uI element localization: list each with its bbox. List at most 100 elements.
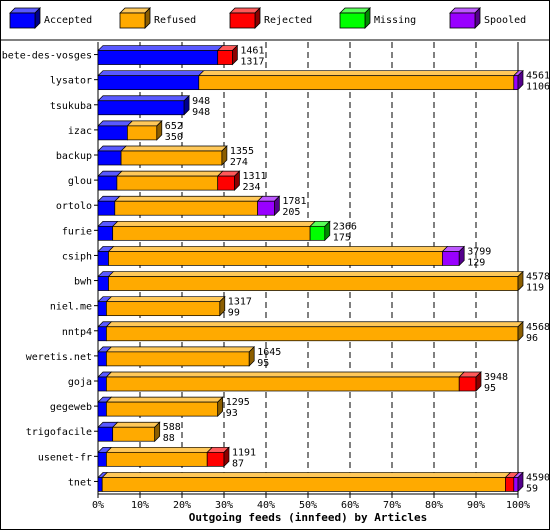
bar-goja-accepted	[97, 376, 107, 392]
accepted-label-usenet-fr: 87	[232, 458, 244, 469]
bar-bete-des-vosges-accepted	[97, 50, 219, 65]
bar-lysator-side	[517, 69, 524, 91]
bar-goja-side	[475, 371, 482, 392]
bar-csiph-spooled	[442, 251, 460, 266]
bar-weretis-net-refused	[106, 351, 250, 367]
category-label-izac: izac	[68, 126, 92, 137]
bar-gegeweb-accepted	[97, 401, 107, 417]
category-label-weretis-net: weretis.net	[26, 352, 92, 363]
bar-csiph-refused	[108, 251, 443, 266]
accepted-label-backup: 274	[230, 157, 248, 168]
bar-tnet-side	[517, 471, 524, 493]
accepted-label-trigofacile: 88	[163, 433, 175, 444]
bar-lysator-accepted	[97, 75, 200, 91]
bar-glou-side	[234, 170, 240, 191]
bar-niel-me-side	[219, 295, 226, 317]
total-label-goja: 3948	[484, 372, 508, 383]
category-label-usenet-fr: usenet-fr	[38, 452, 92, 463]
bar-csiph-side	[458, 245, 465, 267]
bar-lysator-refused-top	[197, 70, 520, 77]
x-tick-label-10: 100%	[506, 500, 530, 511]
bar-ortolo-refused	[114, 200, 258, 216]
x-tick-label-8: 80%	[425, 500, 443, 511]
bar-glou-rejected	[217, 175, 235, 191]
legend-rejected-label: Rejected	[264, 15, 312, 26]
bar-nntp4-refused	[106, 326, 519, 342]
total-label-weretis-net: 1645	[257, 347, 281, 358]
category-label-ortolo: ortolo	[56, 201, 92, 212]
category-label-lysator: lysator	[50, 76, 92, 87]
accepted-label-ortolo: 205	[282, 207, 300, 218]
legend-refused-label: Refused	[154, 15, 196, 26]
accepted-label-izac: 350	[165, 132, 183, 143]
bar-goja-refused	[106, 376, 460, 392]
bar-lysator-accepted-top	[97, 70, 205, 77]
bar-ortolo-spooled	[257, 200, 275, 216]
category-label-gegeweb: gegeweb	[50, 402, 92, 413]
x-tick-label-5: 50%	[299, 500, 317, 511]
bar-backup-side	[221, 145, 228, 166]
bar-nntp4-refused-top	[105, 321, 524, 328]
bar-bwh-refused	[108, 276, 519, 291]
total-label-csiph: 3799	[467, 246, 491, 257]
bar-lysator-refused	[198, 75, 515, 91]
category-label-bwh: bwh	[74, 277, 92, 288]
bar-izac-refused-top	[126, 120, 163, 127]
bar-trigofacile-refused	[112, 426, 156, 442]
total-label-usenet-fr: 1191	[232, 447, 256, 458]
x-tick-label-7: 70%	[383, 500, 401, 511]
category-label-backup: backup	[56, 151, 92, 162]
bar-izac-refused	[127, 125, 158, 141]
bar-furie-accepted	[97, 225, 114, 241]
bar-csiph-accepted	[97, 251, 109, 266]
bar-izac-accepted	[97, 125, 128, 141]
accepted-label-glou: 234	[243, 182, 261, 193]
bar-gegeweb-refused-top	[105, 396, 224, 403]
accepted-label-tsukuba: 948	[192, 107, 210, 118]
bar-csiph-refused-top	[107, 246, 449, 252]
bar-backup-accepted	[97, 150, 122, 166]
bar-niel-me-refused-top	[105, 296, 226, 303]
bar-bete-des-vosges-accepted-top	[97, 45, 224, 51]
legend-missing-label: Missing	[374, 15, 416, 26]
total-label-bete-des-vosges: 1461	[240, 46, 264, 57]
bar-bwh-accepted	[97, 276, 109, 291]
bar-bwh-refused-top	[107, 271, 524, 277]
bar-goja-refused-top	[105, 371, 466, 378]
total-label-gegeweb: 1295	[226, 397, 250, 408]
accepted-label-weretis-net: 95	[257, 358, 269, 369]
legend-accepted-label: Accepted	[44, 15, 92, 26]
x-tick-label-2: 20%	[173, 500, 191, 511]
bar-gegeweb-refused	[106, 401, 219, 417]
category-label-niel-me: niel.me	[50, 302, 92, 313]
bar-tnet-refused	[101, 477, 506, 492]
accepted-label-niel-me: 99	[228, 308, 240, 319]
legend-rejected-swatch	[229, 12, 256, 29]
x-tick-label-3: 30%	[215, 500, 233, 511]
bar-gegeweb-side	[217, 396, 224, 417]
bar-niel-me-accepted	[97, 301, 107, 317]
legend-spooled-swatch	[449, 12, 476, 29]
bar-trigofacile-accepted	[97, 426, 114, 442]
accepted-label-lysator: 1106	[526, 82, 550, 93]
total-label-lysator: 4561	[526, 71, 550, 82]
total-label-bwh: 4578	[526, 272, 550, 283]
legend-refused-swatch	[119, 12, 146, 29]
bar-tsukuba-accepted-top	[97, 95, 190, 102]
bar-tsukuba-accepted	[97, 100, 185, 116]
category-label-glou: glou	[68, 176, 92, 187]
total-label-ortolo: 1781	[282, 196, 306, 207]
bar-weretis-net-side	[248, 346, 255, 367]
total-label-backup: 1355	[230, 146, 254, 157]
total-label-furie: 2366	[333, 221, 357, 232]
category-label-trigofacile: trigofacile	[26, 427, 92, 438]
bar-furie-side	[324, 220, 331, 242]
legend-spooled-label: Spooled	[484, 15, 526, 26]
legend-accepted-swatch	[9, 12, 36, 29]
bar-furie-missing	[309, 225, 326, 241]
bar-usenet-fr-side	[223, 446, 230, 468]
bar-bwh-side	[517, 270, 524, 292]
category-label-bete-des-vosges: bete-des-vosges	[2, 51, 92, 62]
total-label-tsukuba: 948	[192, 96, 210, 107]
